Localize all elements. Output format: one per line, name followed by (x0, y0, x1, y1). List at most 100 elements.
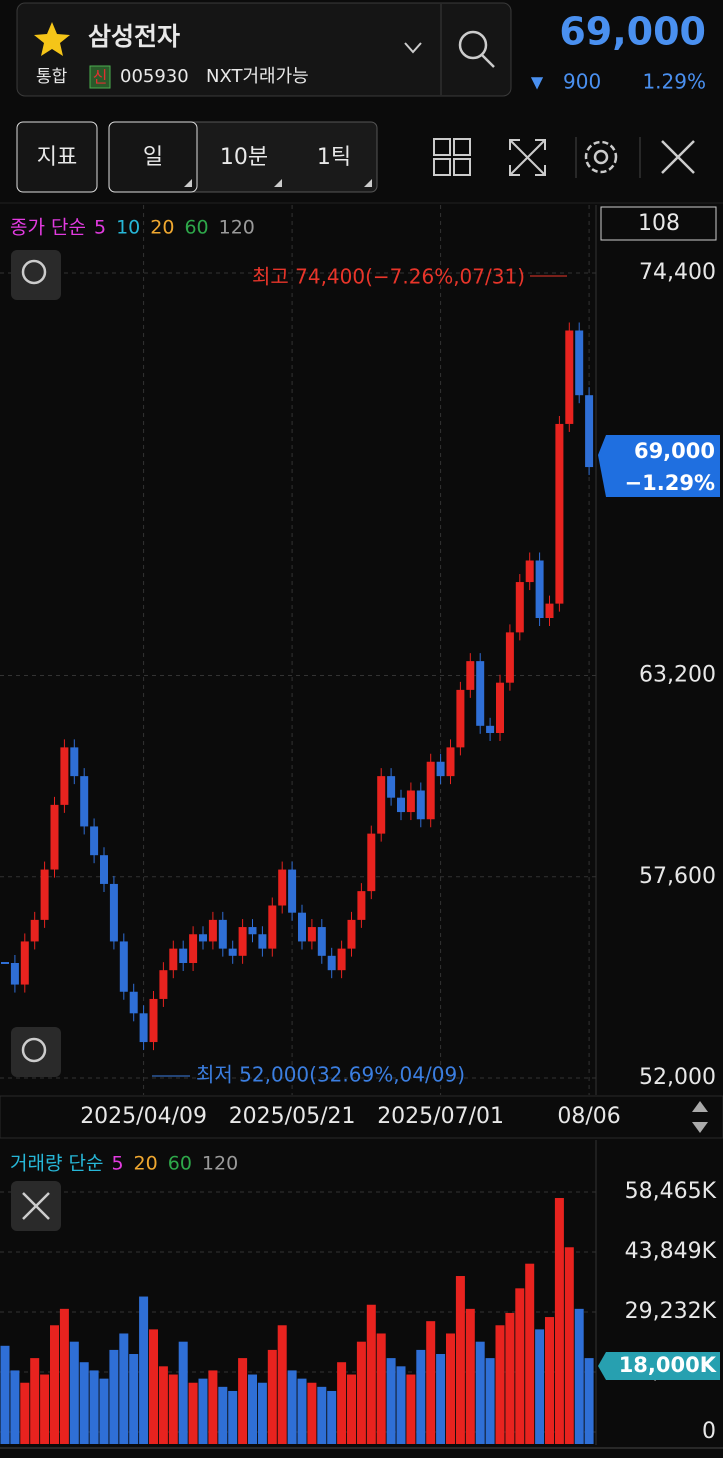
candle (70, 747, 79, 777)
candle (397, 797, 405, 813)
candle (149, 998, 158, 1043)
volume-bar (376, 1333, 386, 1444)
candle (90, 826, 99, 856)
volume-bar (505, 1312, 515, 1444)
candle (50, 804, 59, 870)
scroll-down[interactable] (692, 1122, 708, 1133)
dropdown-icon[interactable] (404, 42, 422, 54)
candle (307, 927, 316, 942)
high-annotation: 최고 74,400(−7.26%,07/31) (252, 265, 525, 289)
candle (288, 869, 297, 913)
candle (585, 395, 594, 468)
candle (545, 603, 554, 618)
volume-bar (327, 1390, 337, 1444)
price-tag-change: −1.29% (625, 471, 715, 495)
legend-entry: 20 (150, 217, 174, 239)
candle (278, 869, 287, 906)
candle (208, 919, 217, 942)
volume-bar (109, 1349, 119, 1444)
settings-icon[interactable] (584, 140, 618, 174)
candle (228, 948, 237, 956)
volume-bar (208, 1370, 218, 1444)
corner-mark (274, 179, 282, 187)
legend-entry: 20 (134, 1153, 158, 1175)
volume-bar (386, 1358, 396, 1444)
date-bar (0, 1095, 723, 1139)
candle (456, 689, 465, 748)
candle (119, 941, 128, 992)
code: 005930 (120, 66, 189, 87)
price-tag-value: 69,000 (634, 439, 715, 463)
candle (575, 330, 584, 396)
layout-icon[interactable] (433, 138, 471, 176)
zoom-icon (21, 1037, 47, 1063)
button-label[interactable]: 1틱 (317, 145, 351, 170)
search-icon[interactable] (458, 30, 488, 60)
search-icon-handle (481, 54, 495, 68)
candle (298, 912, 306, 942)
candle (347, 919, 356, 949)
legend-entry: 10 (116, 217, 140, 239)
candle (20, 941, 29, 985)
candle (446, 747, 455, 777)
count-box[interactable] (600, 206, 717, 241)
volume-bar (178, 1341, 188, 1444)
zoom-in-button[interactable] (11, 250, 61, 300)
candle (426, 761, 435, 820)
candle (248, 927, 257, 935)
candle (496, 682, 504, 733)
candle (109, 883, 118, 942)
volume-bar (119, 1333, 129, 1444)
candle (258, 934, 267, 949)
candle (30, 919, 39, 942)
zoom-icon (21, 259, 47, 285)
indicator-label: 거래량 단순 (10, 1153, 103, 1175)
volume-bar (188, 1382, 198, 1444)
volume-bar (455, 1276, 465, 1444)
volume-bar (198, 1378, 208, 1444)
x-tick-label: 2025/07/01 (377, 1104, 504, 1129)
legend-entry: 60 (168, 1153, 192, 1175)
volume-bar (59, 1308, 69, 1444)
y-tick-label: 58,465K (625, 1179, 717, 1204)
volume-bar (416, 1349, 426, 1444)
y-tick-label: 0 (702, 1419, 716, 1444)
volume-bar (50, 1325, 59, 1444)
indicator-button[interactable] (16, 121, 98, 193)
candle (10, 963, 19, 985)
fullscreen-icon[interactable] (509, 139, 546, 176)
favorite-star[interactable] (34, 22, 70, 56)
period-button[interactable] (108, 121, 198, 193)
y-tick-label: 63,200 (639, 663, 716, 688)
volume-bar (129, 1354, 139, 1444)
volume-bar (584, 1358, 594, 1444)
volume-bar (30, 1358, 40, 1444)
volume-bar (465, 1308, 475, 1444)
badge: 신 (93, 68, 108, 87)
volume-bar (337, 1362, 347, 1444)
scroll-up[interactable] (692, 1101, 708, 1112)
x-tick-label: 2025/05/21 (229, 1104, 356, 1129)
stock-box[interactable] (16, 2, 512, 97)
volume-bar (574, 1308, 584, 1444)
candle (406, 790, 415, 813)
candle (555, 423, 564, 604)
volume-bar (20, 1382, 30, 1444)
candle (337, 948, 346, 971)
nxt: NXT거래가능 (206, 66, 309, 87)
button-label[interactable]: 10분 (220, 145, 268, 170)
tools-icon[interactable] (661, 140, 695, 174)
volume-bar (277, 1325, 287, 1444)
button-label: 지표 (37, 145, 77, 170)
legend-entry: 120 (202, 1153, 238, 1175)
badge-box (89, 65, 111, 89)
zoom-out-button[interactable] (11, 1027, 61, 1077)
y-tick-label: 29,232K (625, 1299, 717, 1324)
candle (139, 1013, 148, 1043)
volume-bar (317, 1386, 327, 1444)
volume-bar (228, 1390, 238, 1444)
candle (535, 560, 544, 618)
candle (565, 330, 574, 424)
volume-bar (396, 1366, 406, 1444)
